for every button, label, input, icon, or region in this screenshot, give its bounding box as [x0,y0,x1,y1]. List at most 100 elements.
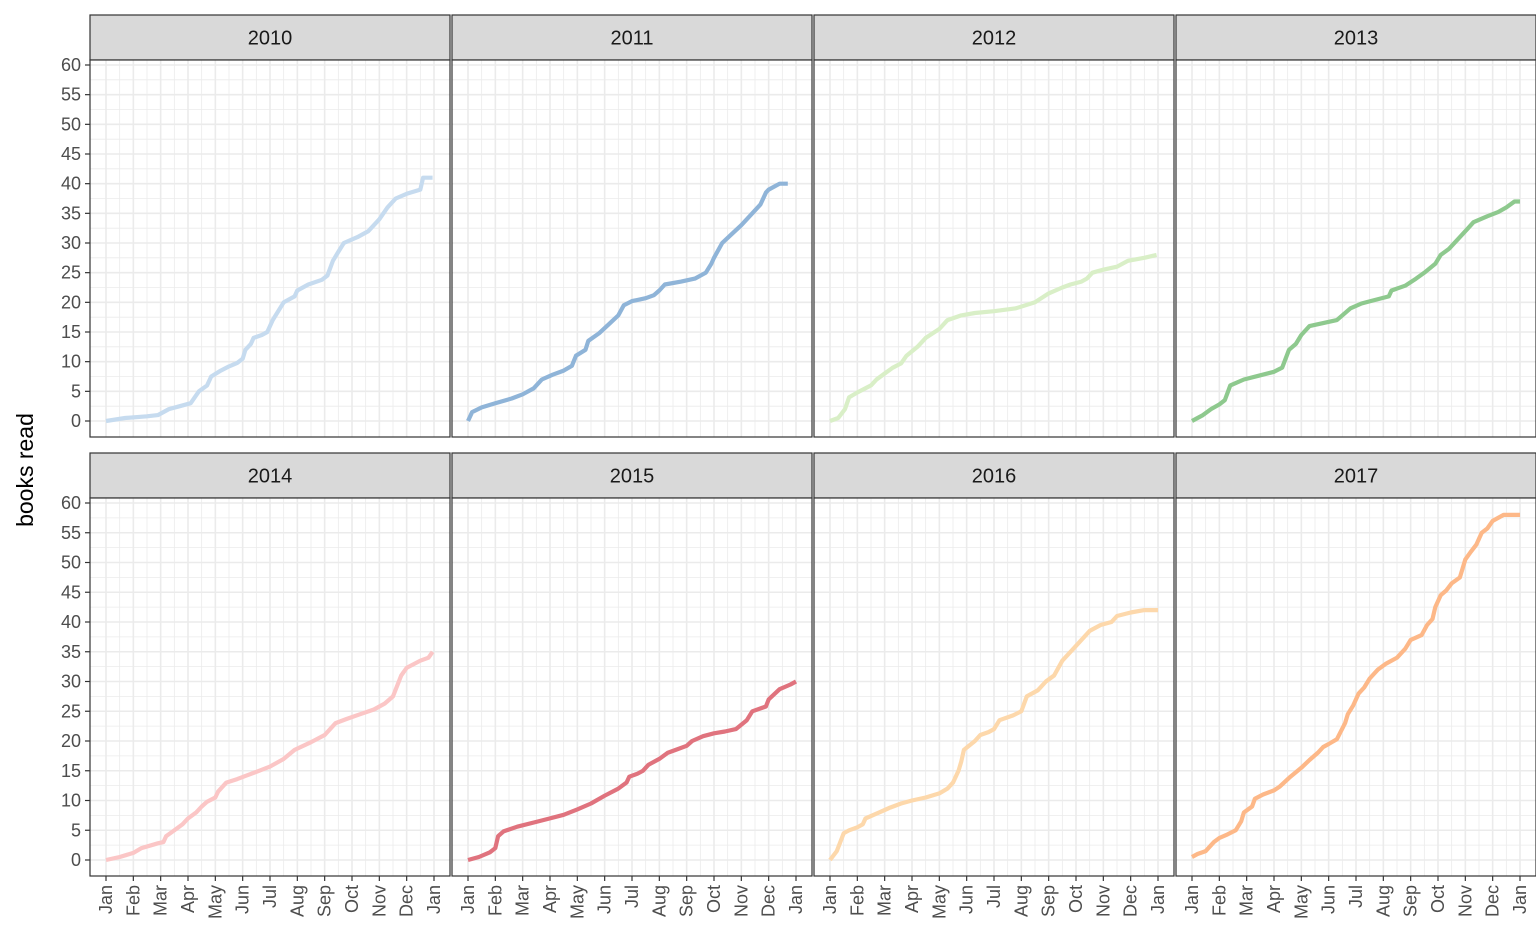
x-tick-label: Jan [1148,885,1168,914]
series-line-2015 [467,679,798,863]
x-tick-label: Mar [875,885,895,916]
y-tick-label: 40 [61,612,81,632]
y-tick-label: 5 [71,381,81,401]
facet-panel-2011: 2011 [451,14,813,438]
facet-strip-label: 2013 [1334,28,1379,50]
x-tick-label: Mar [1237,885,1257,916]
y-tick-label: 0 [71,850,81,870]
gridlines [814,498,1174,876]
x-tick-label: Sep [315,885,335,917]
x-tick-label: May [929,885,949,919]
x-tick-label: Jul [984,885,1004,908]
x-tick-label: Mar [151,885,171,916]
x-tick-label: Aug [649,885,669,917]
y-tick-label: 15 [61,761,81,781]
y-tick-label: 45 [61,144,81,164]
y-tick-label: 55 [61,85,81,105]
y-tick-label: 25 [61,701,81,721]
x-tick-label: Dec [397,885,417,917]
series-line-2013 [1191,199,1520,423]
x-tick-label: Feb [1209,885,1229,916]
x-tick-label: Dec [1121,885,1141,917]
y-tick-label: 50 [61,553,81,573]
x-tick-label: Jan [1510,885,1530,914]
y-tick-label: 50 [61,114,81,134]
x-tick-label: Oct [342,885,362,913]
facet-panel-2016: 2016 Jan Feb Mar Apr May Jun Jul Aug Sep Oct Nov Dec… [813,452,1175,919]
panel-border [89,59,451,438]
x-tick-label: Feb [123,885,143,916]
y-tick-label: 20 [61,292,81,312]
facet-strip-label: 2011 [610,28,653,50]
y-tick-label: 55 [61,523,81,543]
facet-strip-label: 2010 [248,28,293,50]
gridlines [1176,60,1536,437]
y-tick-label: 0 [71,411,81,431]
x-tick-label: Jan [1182,885,1202,914]
y-tick-label: 30 [61,233,81,253]
x-tick-label: Jan [786,885,806,914]
x-tick-label: Jan [820,885,840,914]
facet-panel-2010: 2010 0 5 10 15 20 25 30 35 40 45 50 55 60 [61,14,451,438]
y-tick-label: 60 [61,55,81,75]
y-tick-label: 15 [61,322,81,342]
x-tick-label: Sep [1401,885,1421,917]
x-tick-label: Nov [1455,885,1475,917]
facet-panel-2015: 2015 Jan Feb Mar Apr May Jun Jul Aug Sep Oct Nov Dec… [451,452,813,919]
x-tick-label: Jan [424,885,444,914]
facet-strip [813,14,1175,61]
x-tick-label: Jun [595,885,615,914]
x-tick-label: Nov [1093,885,1113,917]
x-tick-label: Nov [731,885,751,917]
facet-strip-label: 2012 [972,28,1017,50]
x-tick-label: May [567,885,587,919]
x-tick-label: Jun [957,885,977,914]
x-tick-label: Aug [1373,885,1393,917]
y-tick-label: 45 [61,582,81,602]
x-tick-label: Sep [677,885,697,917]
x-tick-label: Dec [759,885,779,917]
x-tick-label: Apr [902,885,922,913]
y-axis-title: books read [12,413,38,527]
panel-border [1175,59,1536,438]
x-tick-label: Feb [485,885,505,916]
facet-strip [1175,452,1536,499]
facet-strip [89,452,451,499]
facet-strip [89,14,451,61]
x-tick-label: Jan [96,885,116,914]
x-tick-label: Jul [622,885,642,908]
series-line-2017 [1190,512,1520,859]
x-tick-label: Oct [704,885,724,913]
y-tick-label: 35 [61,642,81,662]
x-tick-label: Sep [1039,885,1059,917]
facet-strip-label: 2016 [972,466,1017,488]
y-tick-label: 35 [61,203,81,223]
x-tick-label: Jul [260,885,280,908]
facet-panel-2013: 2013 [1175,14,1536,438]
y-tick-label: 20 [61,731,81,751]
facet-strip-label: 2015 [610,466,655,488]
y-tick-label: 5 [71,820,81,840]
y-tick-label: 60 [61,493,81,513]
series-line-2016 [828,608,1158,862]
panel-border [451,59,813,438]
x-tick-label: Jun [233,885,253,914]
series-line-2012 [829,252,1158,423]
y-tick-label: 10 [61,352,81,372]
gridlines [1176,498,1536,876]
x-tick-label: Jun [1319,885,1339,914]
facet-panel-2017: 2017 Jan Feb Mar Apr May Jun Jul Aug Sep Oct Nov Dec… [1175,452,1536,919]
y-tick-label: 25 [61,263,81,283]
x-tick-label: Feb [847,885,867,916]
x-tick-label: Apr [1264,885,1284,913]
x-tick-label: Dec [1483,885,1503,917]
x-axis: Jan Feb Mar Apr May Jun Jul Aug Sep Oct Nov Dec Jan [820,876,1168,919]
x-axis: Jan Feb Mar Apr May Jun Jul Aug Sep Oct Nov Dec Jan [458,876,806,919]
x-tick-label: Aug [287,885,307,917]
y-tick-label: 40 [61,174,81,194]
y-axis: 0 5 10 15 20 25 30 35 40 45 50 55 60 [61,55,90,431]
y-tick-label: 10 [61,791,81,811]
facet-panel-2014: 2014 0 5 10 15 20 25 30 35 40 45 50 55 60 Jan Feb Mar Apr… [61,452,451,919]
facet-strip [813,452,1175,499]
